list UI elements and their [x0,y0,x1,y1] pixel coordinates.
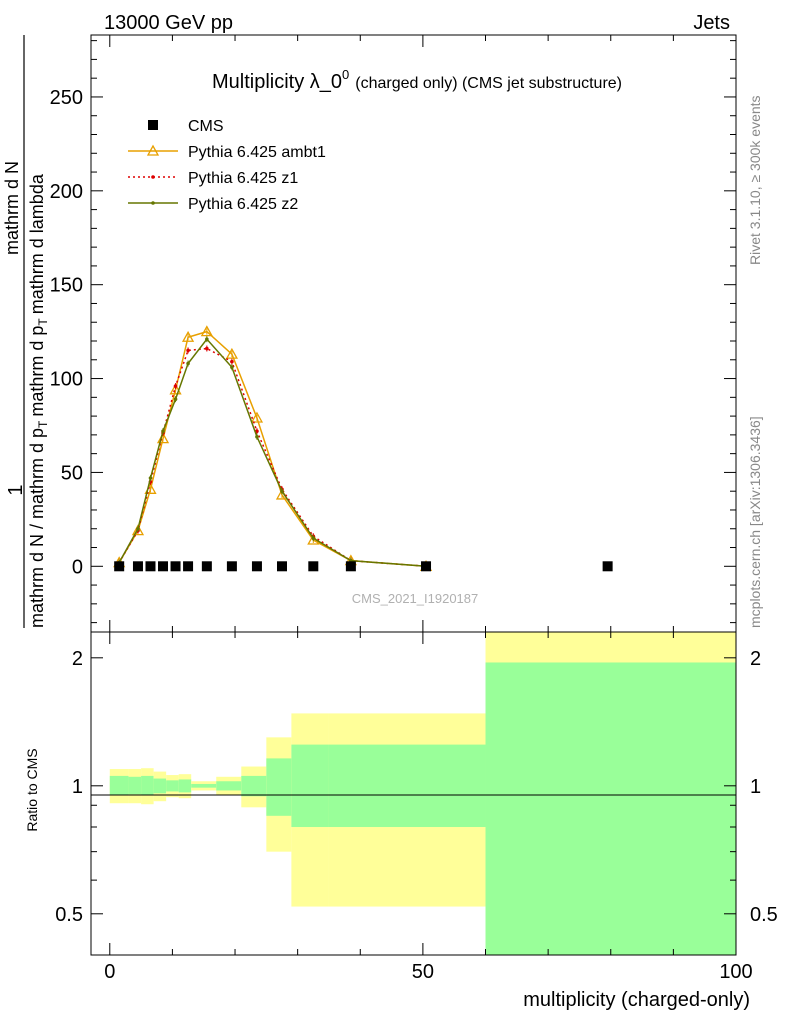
x-tick-label: 50 [412,961,434,983]
series-point [255,429,259,433]
y-tick-label: 200 [50,181,83,203]
analysis-id: CMS_2021_I1920187 [352,591,479,606]
cms-point [602,561,613,572]
legend-marker [151,175,155,179]
legend-label: CMS [188,118,224,135]
site-label: mcplots.cern.ch [arXiv:1306.3436] [747,416,763,628]
main-panel: 0 50 100 150 200 250 0 50 100 Multiplicity λ_00(… [50,34,753,983]
ylabel-numerator: mathrm d N [2,161,22,255]
main-series [113,325,613,572]
series-point [205,346,209,351]
ratio-band-green [141,775,154,796]
cms-point [251,561,262,572]
series-line [118,330,427,568]
x-tick-label: 100 [719,961,752,983]
cms-point [170,561,181,572]
x-tick-label: 0 [104,961,115,983]
y-tick-label: 0 [72,556,83,578]
legend-marker [151,201,155,205]
series-point [173,384,178,388]
series-point [181,330,195,342]
y-tick-label: 150 [50,275,83,297]
series-point [173,397,178,402]
ratio-band-green [109,775,129,796]
ratio-band-green [191,783,217,788]
series-point [186,348,190,353]
series-point [230,359,234,364]
rivet-label: Rivet 3.1.10, ≥ 300k events [747,95,763,265]
y-tick-label: 250 [50,87,83,109]
ratio-y-tick-label-right: 0.5 [750,904,778,926]
plot-title: Multiplicity λ_00(charged only) (CMS jet… [212,67,622,93]
ratio-band-green [128,776,142,795]
y-tick-label: 100 [50,369,83,391]
series-point [230,365,234,370]
ratio-band-green [153,778,167,794]
cms-point [183,561,194,572]
series-point [136,526,140,531]
ratio-ylabel: Ratio to CMS [24,748,40,831]
cms-point [226,561,237,572]
legend-marker [146,144,160,156]
series-point [169,383,182,395]
series-line [118,347,427,568]
series-point [250,411,264,423]
main-ylabel: 1 mathrm d N / mathrm d pTmathrm d pTmat… [2,35,50,628]
series-point [186,361,190,366]
ratio-y-tick-label-right: 1 [750,776,761,798]
ratio-y-tick-label-right: 2 [750,648,761,670]
ylabel-denominator: mathrm d N / mathrm d pTmathrm d pTmathr… [27,173,50,628]
cms-point [308,561,319,572]
cms-point [421,561,432,572]
ratio-ticks: 0.5 0.5 1 1 2 2 [55,632,778,955]
main-ticks: 0 50 100 150 200 250 0 50 100 [50,35,753,983]
series-point [200,325,213,337]
ratio-panel: 0.5 0.5 1 1 2 2 [55,631,778,956]
cms-point [114,561,125,572]
ratio-bands [109,632,736,955]
ratio-y-tick-label: 2 [72,648,83,670]
cms-point [132,561,143,572]
ratio-band-green [485,662,736,955]
energy-label: 13000 GeV pp [104,12,233,34]
cms-point [345,561,356,572]
series-point [225,347,239,359]
legend: CMS Pythia 6.425 ambt1 Pythia 6.425 z1 Pyth… [128,118,326,213]
series-point [280,489,284,493]
ratio-band-green [178,779,192,793]
series-line [118,337,427,568]
series-point [161,429,165,433]
legend-marker [148,120,158,130]
legend-label: Pythia 6.425 ambt1 [188,144,326,161]
ratio-band-green [241,775,267,797]
series-point [131,524,145,536]
ratio-band-green [266,758,292,816]
cms-point [276,561,287,572]
cms-point [145,561,156,572]
ylabel-top: 1 [5,484,27,495]
series-point [255,434,259,439]
ratio-frame [90,631,737,956]
process-label: Jets [693,12,730,34]
ratio-band-green [166,780,179,792]
ratio-y-tick-label: 1 [72,776,83,798]
legend-label: Pythia 6.425 z1 [188,170,298,187]
cms-point [201,561,212,572]
ratio-y-tick-label: 0.5 [55,904,83,926]
series-point [311,536,316,540]
series-point [205,337,209,341]
ratio-band-green [216,781,242,791]
ratio-band-green [328,744,486,828]
ratio-band-green [291,744,329,828]
y-tick-label: 50 [61,462,83,484]
xlabel: multiplicity (charged-only) [523,989,750,1011]
series-point [148,476,153,480]
cms-point [158,561,169,572]
legend-label: Pythia 6.425 z2 [188,196,298,213]
